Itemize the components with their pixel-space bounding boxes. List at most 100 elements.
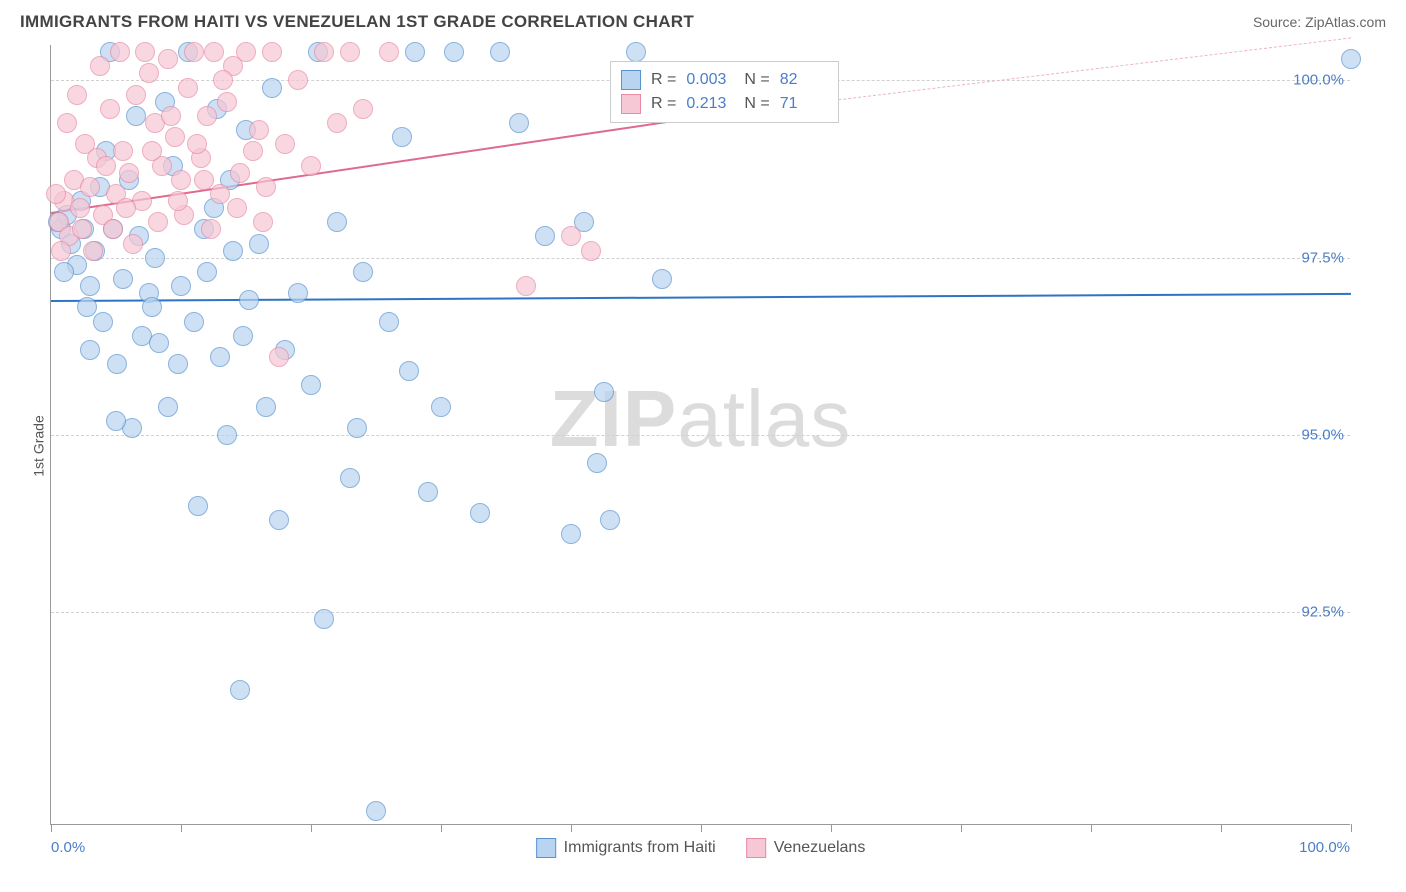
legend-swatch bbox=[536, 838, 556, 858]
legend-item: Venezuelans bbox=[746, 838, 866, 858]
scatter-point bbox=[262, 42, 282, 62]
scatter-point bbox=[80, 177, 100, 197]
scatter-point bbox=[113, 269, 133, 289]
scatter-point bbox=[626, 42, 646, 62]
scatter-point bbox=[561, 524, 581, 544]
scatter-point bbox=[431, 397, 451, 417]
scatter-point bbox=[217, 92, 237, 112]
scatter-point bbox=[80, 276, 100, 296]
x-tick bbox=[831, 824, 832, 832]
scatter-point bbox=[269, 347, 289, 367]
y-tick-label: 95.0% bbox=[1301, 427, 1344, 444]
scatter-point bbox=[77, 297, 97, 317]
scatter-point bbox=[158, 397, 178, 417]
scatter-point bbox=[158, 49, 178, 69]
scatter-point bbox=[135, 42, 155, 62]
scatter-point bbox=[217, 425, 237, 445]
scatter-point bbox=[1341, 49, 1361, 69]
y-tick-label: 97.5% bbox=[1301, 249, 1344, 266]
scatter-point bbox=[197, 106, 217, 126]
scatter-point bbox=[249, 120, 269, 140]
stats-row: R =0.003N =82 bbox=[621, 68, 828, 92]
legend: Immigrants from HaitiVenezuelans bbox=[536, 838, 866, 858]
scatter-point bbox=[210, 184, 230, 204]
scatter-point bbox=[168, 191, 188, 211]
y-axis-label: 1st Grade bbox=[31, 415, 47, 476]
scatter-point bbox=[103, 219, 123, 239]
x-tick bbox=[961, 824, 962, 832]
scatter-point bbox=[171, 170, 191, 190]
x-tick bbox=[441, 824, 442, 832]
scatter-point bbox=[256, 397, 276, 417]
scatter-point bbox=[340, 468, 360, 488]
scatter-point bbox=[168, 354, 188, 374]
grid-line bbox=[51, 612, 1350, 613]
scatter-point bbox=[187, 134, 207, 154]
scatter-point bbox=[236, 42, 256, 62]
grid-line bbox=[51, 435, 1350, 436]
scatter-point bbox=[239, 290, 259, 310]
correlation-stats-box: R =0.003N =82R =0.213N =71 bbox=[610, 61, 839, 123]
scatter-point bbox=[314, 609, 334, 629]
scatter-point bbox=[301, 375, 321, 395]
scatter-point bbox=[223, 241, 243, 261]
scatter-point bbox=[93, 312, 113, 332]
scatter-point bbox=[418, 482, 438, 502]
scatter-point bbox=[194, 170, 214, 190]
scatter-point bbox=[379, 312, 399, 332]
scatter-point bbox=[262, 78, 282, 98]
legend-swatch bbox=[621, 70, 641, 90]
x-tick bbox=[1091, 824, 1092, 832]
scatter-point bbox=[145, 248, 165, 268]
x-tick bbox=[1351, 824, 1352, 832]
scatter-point bbox=[149, 333, 169, 353]
x-tick bbox=[571, 824, 572, 832]
scatter-point bbox=[126, 85, 146, 105]
scatter-point bbox=[139, 63, 159, 83]
scatter-point bbox=[116, 198, 136, 218]
scatter-point bbox=[67, 85, 87, 105]
scatter-point bbox=[392, 127, 412, 147]
scatter-point bbox=[54, 262, 74, 282]
scatter-point bbox=[399, 361, 419, 381]
scatter-point bbox=[587, 453, 607, 473]
x-tick bbox=[51, 824, 52, 832]
scatter-point bbox=[253, 212, 273, 232]
scatter-point bbox=[249, 234, 269, 254]
scatter-point bbox=[51, 241, 71, 261]
scatter-point bbox=[470, 503, 490, 523]
y-tick-label: 92.5% bbox=[1301, 604, 1344, 621]
scatter-point bbox=[561, 226, 581, 246]
scatter-point bbox=[96, 156, 116, 176]
scatter-point bbox=[126, 106, 146, 126]
scatter-point bbox=[90, 56, 110, 76]
scatter-point bbox=[600, 510, 620, 530]
scatter-point bbox=[256, 177, 276, 197]
scatter-point bbox=[340, 42, 360, 62]
scatter-point bbox=[327, 113, 347, 133]
scatter-point bbox=[72, 219, 92, 239]
x-axis-max-label: 100.0% bbox=[1299, 839, 1350, 856]
scatter-point bbox=[57, 113, 77, 133]
scatter-point bbox=[327, 212, 347, 232]
scatter-point bbox=[110, 42, 130, 62]
y-tick-label: 100.0% bbox=[1293, 72, 1344, 89]
scatter-point bbox=[269, 510, 289, 530]
scatter-point bbox=[80, 340, 100, 360]
x-tick bbox=[181, 824, 182, 832]
scatter-point bbox=[353, 262, 373, 282]
scatter-point bbox=[379, 42, 399, 62]
scatter-point bbox=[123, 234, 143, 254]
scatter-point bbox=[46, 184, 66, 204]
grid-line bbox=[51, 258, 1350, 259]
scatter-point bbox=[509, 113, 529, 133]
scatter-point bbox=[70, 198, 90, 218]
scatter-point bbox=[275, 134, 295, 154]
scatter-point bbox=[581, 241, 601, 261]
x-tick bbox=[311, 824, 312, 832]
legend-label: Venezuelans bbox=[774, 839, 866, 857]
scatter-point bbox=[213, 70, 233, 90]
scatter-point bbox=[188, 496, 208, 516]
scatter-point bbox=[233, 326, 253, 346]
scatter-point bbox=[353, 99, 373, 119]
